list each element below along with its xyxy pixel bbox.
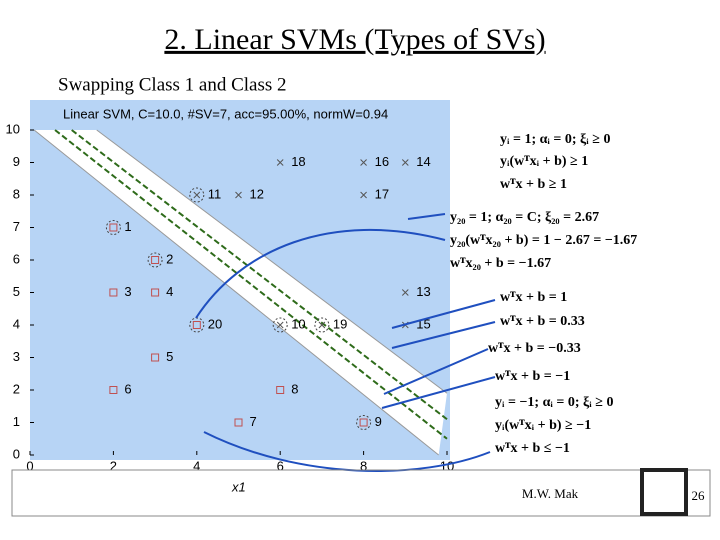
data-point [151, 256, 160, 264]
y-tick-label: 5 [13, 284, 20, 299]
y-tick-label: 2 [13, 381, 20, 396]
arrow [383, 348, 489, 395]
equation: yᵢ(wᵀxᵢ + b) ≥ −1 [495, 418, 591, 433]
point-label: 2 [166, 251, 173, 266]
point-label: 16 [375, 154, 389, 169]
y-tick-label: 1 [13, 414, 20, 429]
y-tick-label: 6 [13, 251, 20, 266]
point-label: 10 [291, 316, 305, 331]
y-tick-label: 3 [13, 349, 20, 364]
data-point [151, 288, 160, 297]
data-point [276, 321, 284, 329]
equation: y₂₀(wᵀx₂₀ + b) = 1 − 2.67 = −1.67 [450, 233, 637, 248]
equation: y₂₀ = 1; α₂₀ = C; ξ₂₀ = 2.67 [450, 210, 599, 225]
data-point [234, 418, 243, 427]
equation: yᵢ = 1; αᵢ = 0; ξᵢ ≥ 0 [500, 132, 610, 147]
data-point [360, 191, 367, 199]
point-label: 20 [208, 316, 222, 331]
y-tick-label: 7 [13, 219, 20, 234]
point-label: 5 [166, 349, 173, 364]
data-point [192, 321, 201, 329]
equation: wᵀx + b = −0.33 [488, 341, 581, 356]
point-label: 17 [375, 186, 389, 201]
footer-box [11, 469, 711, 517]
support-vector-ring [356, 415, 372, 430]
logo [640, 468, 688, 516]
y-tick-label: 8 [13, 186, 20, 201]
data-point [359, 418, 368, 427]
arrow [391, 321, 496, 349]
slide-title: 2. Linear SVMs (Types of SVs) [164, 23, 545, 56]
arrow [381, 376, 496, 409]
margin-line [54, 129, 448, 440]
plot-title: Linear SVM, C=10.0, #SV=7, acc=95.00%, n… [63, 106, 388, 121]
point-label: 11 [208, 186, 222, 201]
footer-author: M.W. Mak [522, 486, 579, 501]
point-label: 14 [416, 154, 430, 169]
support-vector-ring [314, 317, 330, 333]
boundary-line [96, 129, 448, 394]
data-point [109, 288, 118, 297]
equation: wᵀx + b = 1 [500, 290, 567, 305]
point-label: 9 [375, 414, 382, 429]
support-vector-ring [189, 187, 205, 203]
support-vector-ring [272, 317, 288, 333]
data-point [193, 191, 201, 199]
data-point [109, 386, 118, 394]
x-tick-label: 8 [360, 458, 367, 473]
equation: wᵀx + b ≤ −1 [495, 441, 570, 456]
arrow [195, 228, 446, 319]
x-tick-label: 0 [26, 458, 33, 473]
y-tick-label: 0 [13, 446, 20, 461]
y-tick-label: 9 [13, 154, 20, 169]
data-point [401, 289, 409, 296]
equation: wᵀx + b = −1 [495, 369, 570, 384]
data-point [109, 223, 118, 232]
point-label: 6 [124, 381, 131, 396]
data-point [360, 159, 367, 166]
boundary-line [33, 129, 439, 456]
equation: yᵢ(wᵀxᵢ + b) ≥ 1 [500, 154, 588, 169]
arrow [407, 213, 446, 220]
data-point [276, 386, 285, 394]
point-label: 19 [333, 316, 347, 331]
x-tick-label: 6 [277, 458, 284, 473]
point-label: 18 [291, 154, 305, 169]
slide-subtitle: Swapping Class 1 and Class 2 [58, 74, 287, 95]
arrow [391, 299, 496, 329]
x-tick-label: 4 [193, 458, 200, 473]
y-tick-label: 4 [13, 316, 20, 331]
point-label: 3 [124, 284, 131, 299]
support-vector-ring [147, 252, 163, 268]
data-point [318, 321, 326, 329]
data-point [235, 191, 242, 199]
point-label: 13 [416, 284, 430, 299]
x-axis-label: x1 [231, 479, 246, 494]
equation: wᵀx + b = 0.33 [500, 314, 585, 329]
margin-band [34, 130, 448, 455]
point-label: 12 [250, 186, 264, 201]
data-point [151, 353, 160, 362]
data-point [276, 159, 284, 166]
equation: wᵀx + b ≥ 1 [500, 177, 567, 192]
point-label: 7 [250, 414, 257, 429]
point-label: 4 [166, 284, 173, 299]
page-number: 26 [692, 488, 706, 503]
margin-line [71, 129, 448, 421]
y-tick-label: 10 [6, 121, 20, 136]
support-vector-ring [105, 220, 121, 235]
equation: yᵢ = −1; αᵢ = 0; ξᵢ ≥ 0 [495, 395, 613, 410]
point-label: 1 [124, 219, 131, 234]
data-point [401, 159, 409, 166]
point-label: 8 [291, 381, 298, 396]
x-tick-label: 2 [110, 458, 117, 473]
equation: wᵀx₂₀ + b = −1.67 [450, 256, 551, 271]
